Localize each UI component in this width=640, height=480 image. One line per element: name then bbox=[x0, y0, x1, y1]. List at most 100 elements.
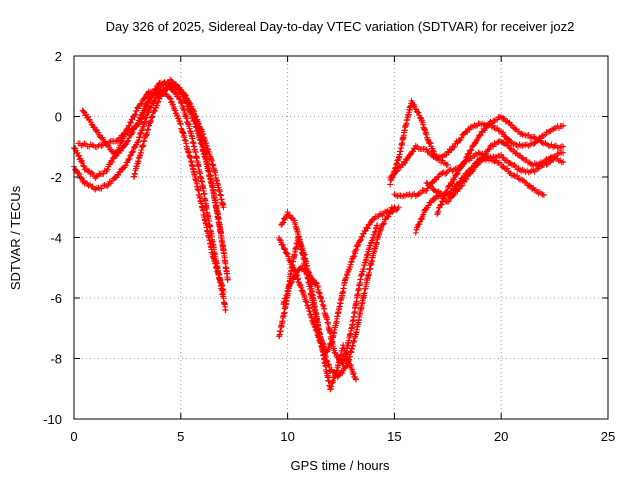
data-point bbox=[124, 138, 131, 145]
data-point bbox=[279, 242, 286, 249]
data-point bbox=[500, 129, 507, 136]
data-point bbox=[527, 141, 534, 148]
data-point bbox=[558, 159, 565, 166]
data-point bbox=[138, 130, 145, 137]
data-point bbox=[551, 143, 558, 150]
data-point bbox=[305, 304, 312, 311]
data-point bbox=[476, 132, 483, 139]
series-sat-b bbox=[71, 83, 229, 314]
data-point bbox=[138, 100, 145, 107]
data-point bbox=[124, 128, 131, 135]
data-point bbox=[280, 219, 287, 226]
series-sat-j bbox=[387, 97, 451, 188]
data-point bbox=[534, 166, 541, 173]
data-point bbox=[540, 192, 547, 199]
data-point bbox=[224, 276, 231, 283]
data-point bbox=[426, 139, 433, 146]
data-point bbox=[167, 82, 174, 89]
data-point bbox=[457, 178, 464, 185]
data-point bbox=[514, 172, 521, 179]
data-point bbox=[352, 375, 359, 382]
data-point bbox=[523, 157, 530, 164]
data-point bbox=[104, 166, 111, 173]
data-point bbox=[122, 162, 129, 169]
data-point bbox=[422, 130, 429, 137]
data-point bbox=[281, 245, 288, 252]
y-tick-label: -2 bbox=[50, 170, 62, 185]
data-point bbox=[415, 191, 422, 198]
data-point bbox=[458, 135, 465, 142]
data-point bbox=[174, 115, 181, 122]
data-point bbox=[372, 228, 379, 235]
y-axis-label: SDTVAR / TECUs bbox=[8, 185, 23, 290]
data-point bbox=[560, 158, 567, 165]
data-point bbox=[325, 344, 332, 351]
data-point bbox=[177, 120, 184, 127]
data-point bbox=[280, 301, 287, 308]
data-point bbox=[423, 131, 430, 138]
data-point bbox=[188, 106, 195, 113]
x-tick-label: 0 bbox=[70, 429, 77, 444]
data-point bbox=[410, 101, 417, 108]
x-axis-label: GPS time / hours bbox=[291, 458, 390, 473]
data-point bbox=[186, 100, 193, 107]
data-point bbox=[154, 99, 161, 106]
data-point bbox=[457, 164, 464, 171]
data-point bbox=[521, 178, 528, 185]
data-point bbox=[391, 204, 398, 211]
data-point bbox=[136, 119, 143, 126]
data-point bbox=[288, 279, 295, 286]
data-point bbox=[132, 111, 139, 118]
data-point bbox=[371, 229, 378, 236]
data-point bbox=[147, 117, 154, 124]
data-point bbox=[369, 237, 376, 244]
data-point bbox=[148, 113, 155, 120]
data-point bbox=[299, 287, 306, 294]
data-point bbox=[543, 161, 550, 168]
data-point bbox=[116, 135, 123, 142]
data-point bbox=[139, 125, 146, 132]
data-point bbox=[519, 142, 526, 149]
data-point bbox=[283, 249, 290, 256]
y-tick-label: 2 bbox=[55, 49, 62, 64]
data-point bbox=[131, 112, 138, 119]
series-sat-k bbox=[387, 120, 567, 181]
data-point bbox=[430, 147, 437, 154]
data-point bbox=[347, 361, 354, 368]
data-point bbox=[438, 201, 445, 208]
data-point bbox=[98, 185, 105, 192]
data-point bbox=[155, 98, 162, 105]
data-point bbox=[461, 159, 468, 166]
data-point bbox=[303, 298, 310, 305]
data-point bbox=[434, 211, 441, 218]
data-point bbox=[310, 276, 317, 283]
data-point bbox=[182, 91, 189, 98]
data-point bbox=[85, 182, 92, 189]
data-point bbox=[126, 122, 133, 129]
data-point bbox=[168, 98, 175, 105]
data-point bbox=[149, 114, 156, 121]
data-point bbox=[351, 373, 358, 380]
data-point bbox=[527, 135, 534, 142]
data-point bbox=[115, 171, 122, 178]
data-point bbox=[394, 167, 401, 174]
data-point bbox=[79, 141, 86, 148]
data-point bbox=[420, 211, 427, 218]
data-point bbox=[303, 299, 310, 306]
data-point bbox=[160, 89, 167, 96]
data-point bbox=[376, 211, 383, 218]
data-point bbox=[118, 147, 125, 154]
x-tick-label: 15 bbox=[387, 429, 401, 444]
data-point bbox=[142, 118, 149, 125]
data-point bbox=[380, 221, 387, 228]
data-point bbox=[285, 285, 292, 292]
data-point bbox=[74, 149, 81, 156]
data-point bbox=[525, 131, 532, 138]
data-point bbox=[418, 216, 425, 223]
data-point bbox=[141, 119, 148, 126]
data-point bbox=[466, 126, 473, 133]
data-point bbox=[306, 308, 313, 315]
data-point bbox=[283, 250, 290, 257]
data-point bbox=[372, 225, 379, 232]
data-point bbox=[440, 152, 447, 159]
